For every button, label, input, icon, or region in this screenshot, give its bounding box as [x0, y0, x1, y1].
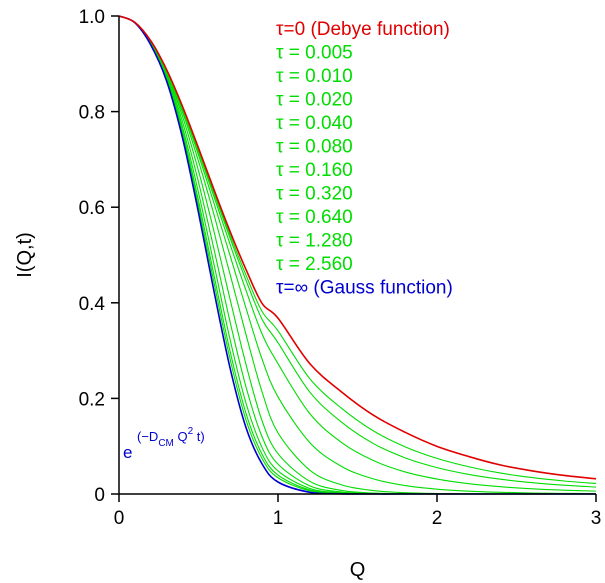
y-tick-label: 1.0: [79, 7, 105, 28]
legend-entry-10: τ = 2.560: [276, 254, 353, 275]
series-line-1: [118, 15, 597, 485]
legend-entry-3: τ = 0.020: [276, 90, 353, 111]
legend-entry-8: τ = 0.640: [276, 207, 353, 228]
annotation-exp-q: Q: [174, 429, 188, 444]
legend-entry-0: τ=0 (Debye function): [276, 19, 450, 40]
annotation-exp-d: (−D: [137, 429, 158, 444]
x-tick-label: 2: [432, 508, 443, 529]
annotation-exp-superscript: 2: [188, 426, 194, 437]
series-line-4: [118, 15, 597, 495]
legend-entry-6: τ = 0.160: [276, 160, 353, 181]
legend-entry-7: τ = 0.320: [276, 184, 353, 205]
formula-annotation: e (−DCM Q2 t): [123, 426, 205, 462]
legend-entry-5: τ = 0.080: [276, 137, 353, 158]
y-axis-label: I(Q,t): [14, 232, 36, 278]
x-axis-label: Q: [350, 559, 366, 581]
series-line-0: [118, 15, 597, 480]
annotation-exp-subscript: CM: [158, 438, 174, 449]
series-line-9: [118, 15, 596, 495]
series-line-7: [118, 15, 596, 495]
series-line-5: [118, 15, 596, 495]
ticks-layer: 0 1 2 3 0 0.2 0.4 0.6 0.8 1.0: [79, 7, 602, 529]
y-tick-label: 0.4: [79, 294, 106, 315]
legend-entry-2: τ = 0.010: [276, 66, 353, 87]
y-tick-label: 0.6: [79, 198, 105, 219]
series-line-6: [118, 15, 596, 495]
y-tick-label: 0: [94, 485, 105, 506]
series-layer: [118, 15, 597, 495]
series-line-11: [118, 15, 596, 495]
y-tick-label: 0.2: [79, 389, 105, 410]
annotation-exponent: (−DCM Q2 t): [137, 426, 205, 449]
legend-entry-4: τ = 0.040: [276, 113, 353, 134]
x-tick-label: 1: [273, 508, 284, 529]
x-tick-label: 3: [591, 508, 602, 529]
annotation-exp-t: t): [193, 429, 205, 444]
y-tick-label: 0.8: [79, 103, 105, 124]
series-line-8: [118, 15, 596, 495]
annotation-base: e: [123, 443, 132, 462]
x-tick-label: 0: [114, 508, 125, 529]
legend-entry-1: τ = 0.005: [276, 43, 353, 64]
axes-layer: [118, 16, 596, 495]
series-line-10: [118, 15, 596, 495]
legend-entry-9: τ = 1.280: [276, 231, 353, 252]
legend-entry-11: τ=∞ (Gauss function): [276, 278, 453, 299]
series-line-2: [118, 15, 597, 488]
